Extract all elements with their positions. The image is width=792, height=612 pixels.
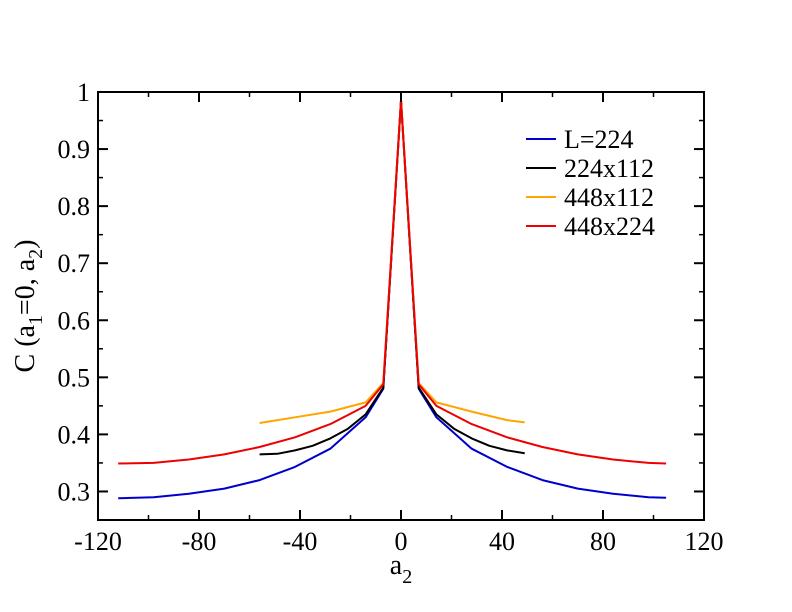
y-tick-label: 1: [77, 78, 90, 107]
y-tick-label: 0.4: [58, 420, 91, 449]
legend-label: 448x224: [564, 212, 655, 241]
y-tick-label: 0.6: [58, 306, 91, 335]
y-axis-title-sub-1: 1: [25, 315, 47, 325]
x-tick-label: -80: [182, 527, 217, 556]
legend-label: L=224: [564, 125, 634, 154]
y-axis-title-part-1: C (a: [10, 324, 41, 372]
x-axis-title: a2: [390, 550, 412, 588]
x-axis-title-main: a: [390, 550, 403, 581]
x-tick-label: 80: [590, 527, 616, 556]
y-tick-label: 0.5: [58, 363, 91, 392]
x-tick-label: -120: [74, 527, 122, 556]
ticks-layer: [97, 91, 705, 521]
x-axis-title-sub: 2: [402, 566, 412, 588]
legend-label: 448x112: [564, 183, 654, 212]
y-axis-title-part-2: =0, a: [10, 258, 41, 315]
x-tick-label: 120: [685, 527, 724, 556]
y-tick-label: 0.9: [58, 135, 91, 164]
legend-label: 224x112: [564, 154, 654, 183]
y-axis-title: C (a1=0, a2): [10, 240, 47, 373]
x-tick-label: 0: [395, 527, 408, 556]
series-line-2: [259, 99, 525, 456]
y-tick-label: 0.7: [58, 249, 91, 278]
y-tick-label: 0.3: [58, 477, 91, 506]
y-tick-label: 0.8: [58, 192, 91, 221]
x-tick-label: -40: [283, 527, 318, 556]
x-tick-label: 40: [489, 527, 515, 556]
series-line-3: [259, 99, 525, 424]
y-axis-title-part-3: ): [10, 240, 41, 249]
y-axis-title-sub-2: 2: [25, 249, 47, 259]
labels-layer: -120 -80 -40 0 40 80 120 0.3 0.4 0.5 0.6 0.7 0.8 0.9 1: [58, 78, 724, 556]
